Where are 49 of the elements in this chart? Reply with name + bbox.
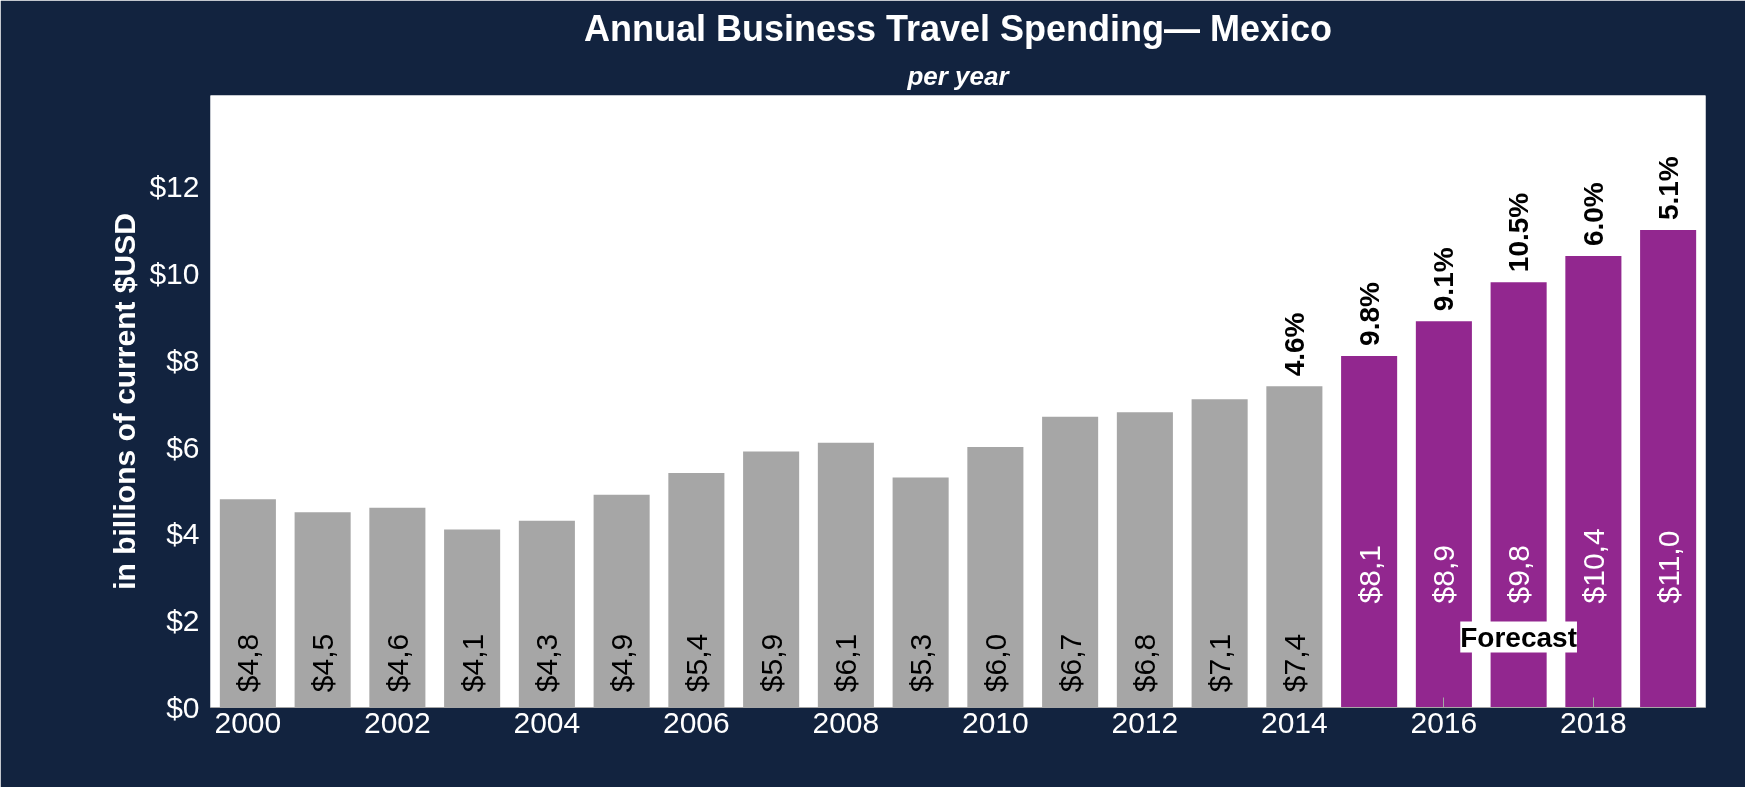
data-label: $4,6 xyxy=(380,633,414,693)
bar xyxy=(1640,230,1697,708)
y-tick-label: $8 xyxy=(166,343,200,377)
annotation: 4.6% xyxy=(1278,312,1310,377)
annotation: 9.8% xyxy=(1353,282,1385,346)
data-label: $8,9 xyxy=(1427,545,1461,604)
chart-subtitle: per year xyxy=(906,60,1011,91)
x-tick-label: 2018 xyxy=(1560,705,1627,739)
data-label: $8,1 xyxy=(1352,545,1386,604)
chart-title: Annual Business Travel Spending— Mexico xyxy=(583,7,1333,49)
x-tick-label: 2016 xyxy=(1410,705,1478,739)
data-label: $9,8 xyxy=(1502,545,1536,604)
y-tick-label: $0 xyxy=(166,691,200,724)
x-tick-label: 2010 xyxy=(962,705,1029,739)
bar xyxy=(1341,355,1398,708)
data-label: $4,5 xyxy=(306,633,340,693)
y-tick-label: $4 xyxy=(166,517,200,551)
data-label: $6,0 xyxy=(978,633,1012,693)
x-tick-label: 2004 xyxy=(513,705,581,739)
data-label: $4,1 xyxy=(455,633,489,693)
annotation: 9.1% xyxy=(1428,247,1460,312)
data-label: $6,7 xyxy=(1053,633,1087,693)
y-tick-label: $2 xyxy=(166,604,200,638)
x-tick-label: 2006 xyxy=(663,705,730,739)
x-tick-label: 2012 xyxy=(1111,705,1179,739)
data-label: $4,3 xyxy=(530,633,564,693)
x-tick-label: 2008 xyxy=(812,705,880,739)
annotation: 10.5% xyxy=(1503,192,1535,273)
y-tick-label: $6 xyxy=(166,430,200,464)
annotation: 6.0% xyxy=(1577,182,1609,247)
data-label: $7,4 xyxy=(1277,633,1311,693)
data-label: $6,8 xyxy=(1128,633,1162,693)
y-axis-title: in billions of current $USD xyxy=(108,213,142,590)
data-label: $5,4 xyxy=(679,633,713,693)
y-tick-label: $10 xyxy=(149,256,200,290)
data-label: $4,8 xyxy=(231,633,265,693)
data-label: $7,1 xyxy=(1203,633,1237,693)
y-tick-label: $12 xyxy=(149,170,200,204)
data-label: $5,3 xyxy=(904,633,938,693)
x-tick-label: 2000 xyxy=(214,705,282,739)
data-label: $10,4 xyxy=(1576,528,1610,604)
x-tick-label: 2014 xyxy=(1261,705,1328,739)
data-label: $6,1 xyxy=(829,633,863,693)
annotation: Forecast xyxy=(1460,621,1577,653)
x-tick-label: 2002 xyxy=(364,705,431,739)
data-label: $4,9 xyxy=(605,633,639,693)
data-label: $11,0 xyxy=(1651,530,1685,604)
annotation: 5.1% xyxy=(1652,156,1684,221)
data-label: $5,9 xyxy=(754,633,788,693)
